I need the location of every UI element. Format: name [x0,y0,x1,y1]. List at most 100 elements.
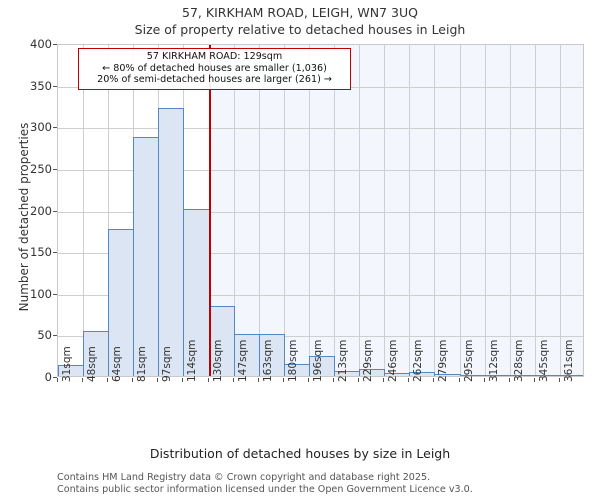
x-tick-mark [458,378,460,382]
annotation-box: 57 KIRKHAM ROAD: 129sqm ← 80% of detache… [78,48,351,90]
x-tick-label: 279sqm [437,339,450,382]
y-tick-mark [53,293,57,295]
x-tick-mark [307,378,309,382]
gridline [58,294,583,296]
x-tick-label: 262sqm [412,339,425,382]
gridline [534,45,536,376]
gridline [459,45,461,376]
gridline [308,45,310,376]
x-tick-mark [408,378,410,382]
y-tick-label: 200 [30,203,52,218]
x-tick-label: 345sqm [537,339,550,382]
property-size-marker-line [208,45,211,376]
x-tick-mark [333,378,335,382]
annotation-line-3: 20% of semi-detached houses are larger (… [97,74,332,86]
y-tick-mark [53,210,57,212]
y-axis-ticks: 0 50 100 150 200 250 300 350 400 [0,0,52,500]
footer-attribution: Contains HM Land Registry data © Crown c… [57,472,587,495]
histogram-bar [83,331,110,376]
gridline [359,45,361,376]
x-tick-label: 312sqm [487,339,500,382]
page-title: 57, KIRKHAM ROAD, LEIGH, WN7 3UQ [182,5,418,20]
plot-area [57,44,584,377]
y-tick-mark [53,44,57,45]
x-tick-label: 229sqm [362,339,375,382]
x-tick-mark [157,378,159,382]
page-subtitle: Size of property relative to detached ho… [134,22,466,37]
x-tick-label: 328sqm [512,339,525,382]
x-tick-mark [182,378,184,382]
x-tick-mark [132,378,134,382]
x-tick-label: 114sqm [186,339,199,382]
x-tick-mark [558,378,560,382]
x-tick-mark [207,378,209,382]
y-tick-mark [53,127,57,129]
gridline [384,45,386,376]
x-tick-mark [257,378,259,382]
gridline [559,45,561,376]
x-tick-label: 64sqm [111,346,124,382]
gridline [58,336,583,338]
y-tick-mark [53,377,57,378]
annotation-line-2: ← 80% of detached houses are smaller (1,… [102,62,327,74]
x-tick-mark [82,378,84,382]
y-tick-label: 50 [37,328,52,343]
gridline [409,45,411,376]
gridline [484,45,486,376]
x-tick-mark [483,378,485,382]
x-tick-mark [282,378,284,382]
x-tick-label: 361sqm [562,339,575,382]
x-tick-label: 130sqm [211,339,224,382]
y-tick-label: 400 [30,37,52,51]
gridline [58,211,583,213]
x-tick-label: 246sqm [387,339,400,382]
y-tick-label: 250 [30,161,52,176]
y-tick-label: 350 [30,78,52,93]
gridline [83,45,85,376]
gridline [108,45,110,376]
y-tick-mark [53,335,57,337]
x-tick-label: 196sqm [311,339,324,382]
y-tick-label: 100 [30,286,52,301]
gridline [434,45,436,376]
x-tick-label: 48sqm [86,346,99,382]
y-tick-mark [53,168,57,170]
histogram-bar [158,107,185,376]
x-tick-label: 180sqm [286,339,299,382]
gridline [258,45,260,376]
x-tick-mark [383,378,385,382]
footer-line-1: Contains HM Land Registry data © Crown c… [57,472,431,483]
gridline [334,45,336,376]
histogram-bar [308,356,336,376]
x-tick-label: 31sqm [61,346,73,382]
histogram-bar [559,374,583,376]
y-tick-mark [53,252,57,254]
histogram-bar [133,137,160,376]
x-tick-mark [232,378,234,382]
y-tick-label: 0 [44,370,52,384]
y-tick-label: 300 [30,120,52,135]
x-axis-label: Distribution of detached houses by size … [149,446,451,461]
x-tick-label: 163sqm [261,339,274,382]
gridline [58,128,583,130]
x-tick-label: 213sqm [337,339,350,382]
histogram-bar [434,373,461,376]
annotation-line-1: 57 KIRKHAM ROAD: 129sqm [146,51,283,62]
x-tick-label: 97sqm [161,346,174,382]
x-tick-mark [358,378,360,382]
x-tick-label: 147sqm [236,339,249,382]
gridline [233,45,235,376]
x-tick-mark [107,378,109,382]
x-tick-label: 295sqm [462,339,475,382]
gridline [509,45,511,376]
x-tick-mark [533,378,535,382]
footer-line-2: Contains public sector information licen… [57,483,473,495]
x-tick-mark [508,378,510,382]
y-tick-label: 150 [30,245,52,260]
histogram-bar [233,333,260,376]
gridline [283,45,285,376]
x-tick-label: 81sqm [136,346,149,382]
above-marker-shading [208,45,583,376]
